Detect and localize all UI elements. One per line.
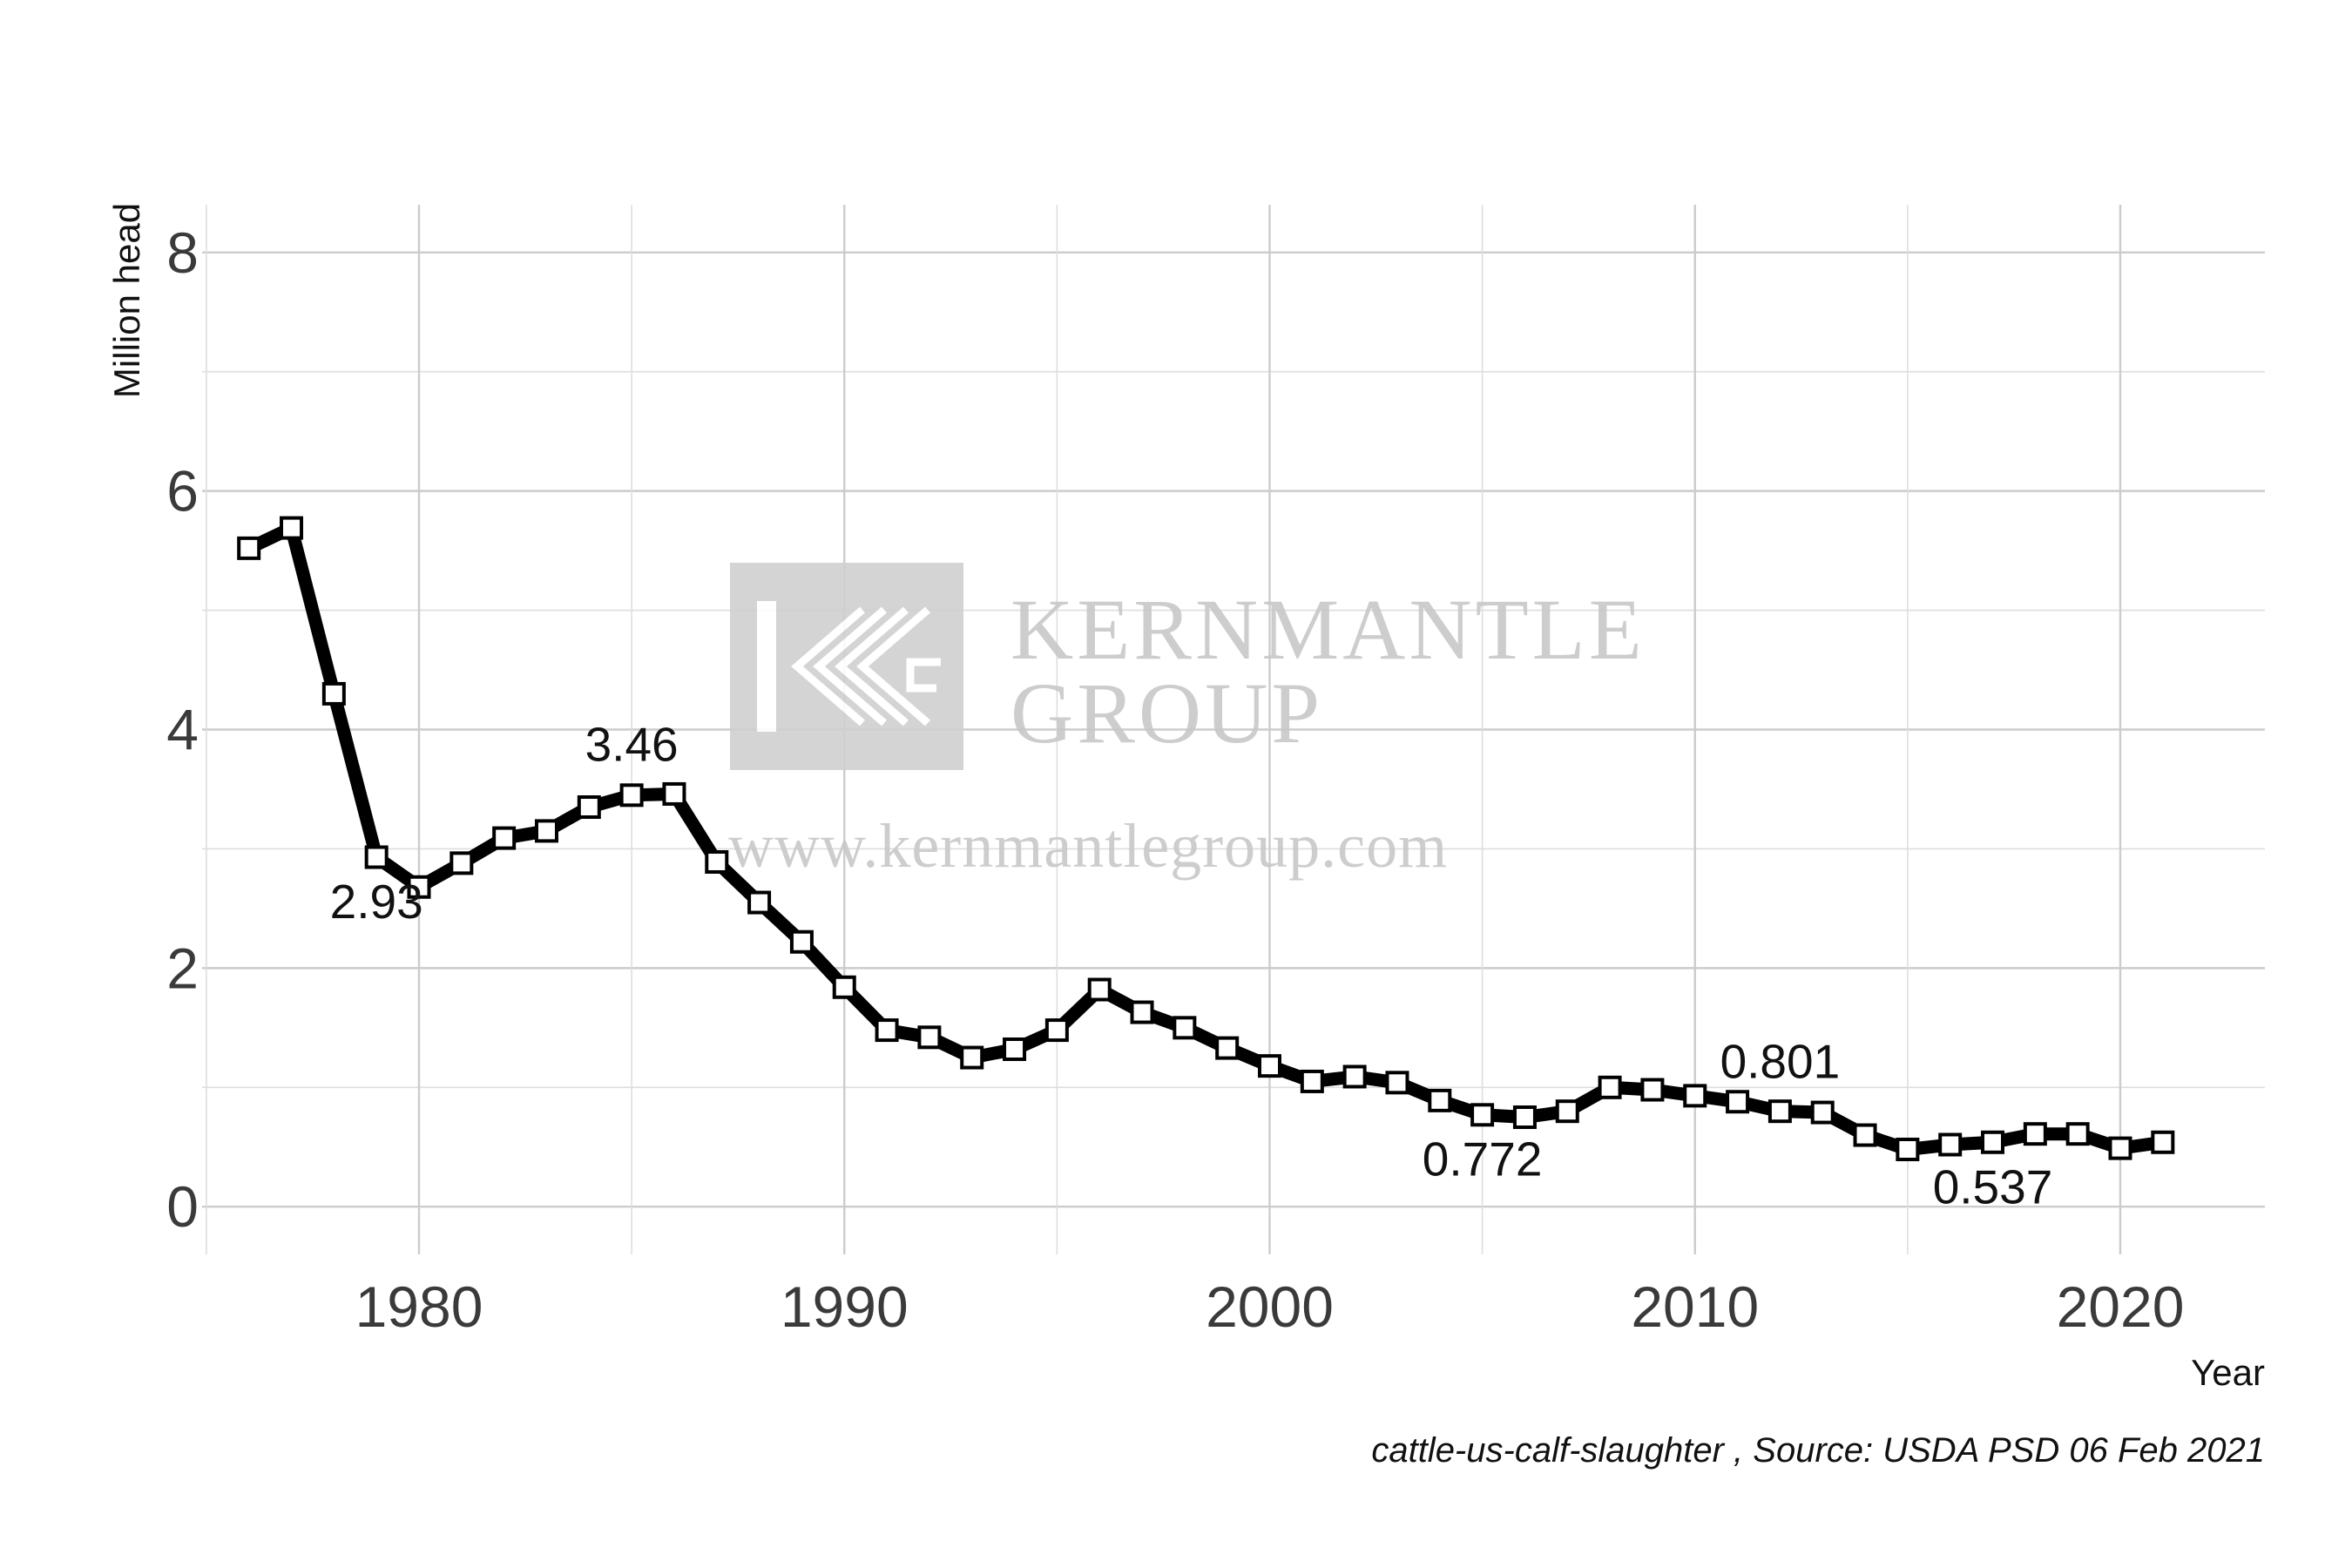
data-point (1428, 1088, 1452, 1112)
series-markers (237, 516, 2175, 1161)
data-point (1130, 1000, 1154, 1024)
data-point (1555, 1099, 1579, 1124)
data-point (1342, 1064, 1367, 1089)
x-axis-title: Year (2191, 1352, 2265, 1393)
data-point (1767, 1099, 1792, 1124)
data-point (917, 1025, 942, 1050)
y-axis-title: Million head (106, 203, 147, 398)
data-point (2065, 1122, 2090, 1146)
y-tick-label: 2 (166, 936, 199, 1000)
data-point (960, 1045, 984, 1070)
data-label: 0.537 (1933, 1160, 2053, 1214)
data-point (1810, 1100, 1835, 1125)
data-point (492, 826, 517, 850)
data-point (1896, 1138, 1920, 1161)
y-tick-labels: 0 2 4 6 8 (166, 220, 199, 1239)
data-point (1853, 1123, 1877, 1147)
data-point (1044, 1018, 1069, 1043)
data-point (832, 975, 856, 999)
data-point (407, 875, 431, 899)
data-point (662, 781, 686, 806)
data-label: 3.46 (585, 717, 679, 771)
watermark-logo-icon (791, 606, 941, 727)
watermark-line1: KERNMANTLE (1010, 581, 1646, 678)
y-tick-label: 0 (166, 1174, 199, 1239)
x-tick-label: 1990 (781, 1274, 909, 1339)
data-point (321, 681, 346, 706)
x-tick-labels: 1980 1990 2000 2010 2020 (355, 1274, 2185, 1339)
watermark: KERNMANTLE GROUP www.kernmantlegroup.com (728, 563, 1646, 881)
data-point (705, 849, 729, 874)
watermark-url: www.kernmantlegroup.com (728, 811, 1448, 881)
data-labels: 2.93 3.46 0.772 0.801 0.537 (330, 717, 2053, 1213)
data-point (364, 845, 389, 869)
data-point (1981, 1130, 2005, 1154)
data-label: 0.772 (1423, 1132, 1543, 1186)
data-point (1003, 1037, 1027, 1061)
data-point (2151, 1130, 2175, 1154)
chart-caption: cattle-us-calf-slaughter , Source: USDA … (1371, 1431, 2265, 1470)
data-point (1512, 1105, 1537, 1130)
x-tick-label: 2020 (2057, 1274, 2185, 1339)
data-point (449, 851, 474, 875)
data-point (1215, 1036, 1240, 1060)
data-point (747, 890, 772, 915)
data-point (1726, 1090, 1750, 1114)
x-tick-label: 2000 (1206, 1274, 1334, 1339)
data-point (789, 929, 814, 954)
y-tick-label: 4 (166, 698, 199, 762)
series-path (242, 521, 2170, 1156)
data-point (875, 1018, 899, 1043)
data-label: 2.93 (330, 875, 423, 929)
x-tick-label: 1980 (355, 1274, 483, 1339)
data-point (2023, 1122, 2047, 1146)
data-point (1258, 1054, 1282, 1078)
data-point (1300, 1069, 1324, 1093)
data-point (534, 819, 558, 843)
data-point (1598, 1075, 1622, 1099)
data-point (237, 536, 261, 560)
watermark-line2: GROUP (1010, 665, 1323, 761)
series-line (242, 521, 2170, 1156)
data-point (1938, 1132, 1963, 1157)
x-tick-label: 2010 (1631, 1274, 1759, 1339)
data-point (577, 795, 601, 820)
data-point (1640, 1078, 1665, 1102)
data-point (1683, 1084, 1707, 1108)
data-label: 0.801 (1720, 1035, 1841, 1089)
data-point (1087, 977, 1112, 1002)
data-point (1385, 1071, 1409, 1095)
data-point (2108, 1136, 2132, 1160)
data-point (619, 783, 644, 808)
y-tick-label: 8 (166, 220, 199, 285)
data-point (1470, 1103, 1495, 1127)
data-point (280, 516, 304, 540)
data-point (1173, 1016, 1197, 1040)
y-tick-label: 6 (166, 459, 199, 524)
